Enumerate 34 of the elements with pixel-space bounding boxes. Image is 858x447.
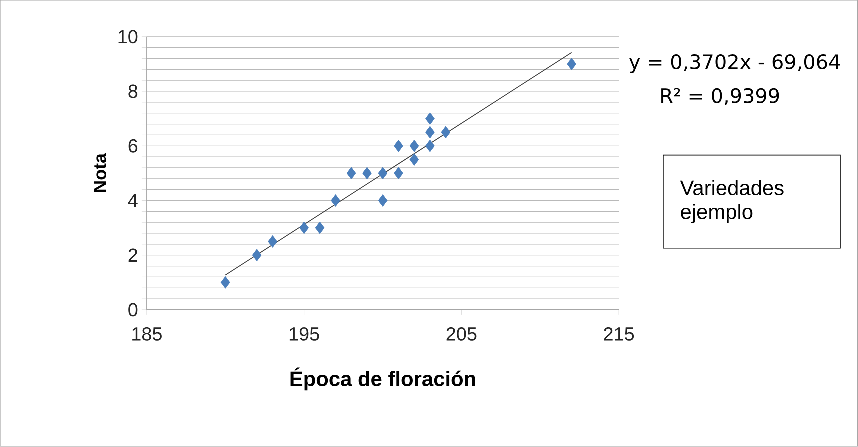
point: [410, 154, 420, 166]
y-axis-title: Nota: [94, 153, 107, 192]
x-tick-label: 195: [290, 328, 320, 341]
point: [362, 167, 372, 180]
point: [441, 126, 451, 139]
text: y = 0,3702x - 69,064: [630, 54, 840, 74]
y-tick-label: 2: [128, 248, 138, 262]
point: [346, 167, 356, 180]
x-tick-label: 205: [446, 328, 477, 341]
point: [567, 58, 577, 70]
point: [394, 140, 404, 152]
x-axis-title: Época de floración: [290, 368, 476, 391]
point: [410, 140, 420, 152]
point: [300, 222, 310, 234]
point: [220, 276, 230, 289]
point: [331, 194, 340, 207]
text: Variedades ejemplo: [680, 180, 784, 224]
x-tick-label: 185: [132, 328, 162, 341]
point: [426, 140, 435, 152]
text: R² = 0,9399: [662, 88, 780, 106]
y-tick-label: 4: [128, 194, 138, 208]
point: [268, 236, 278, 248]
y-tick-label: 10: [118, 30, 138, 44]
point: [426, 126, 435, 139]
point: [378, 194, 388, 207]
y-tick-label: 6: [128, 139, 138, 153]
point: [394, 167, 404, 180]
point: [426, 112, 435, 126]
point: [315, 222, 325, 234]
y-tick-label: 8: [128, 84, 138, 98]
point: [252, 249, 262, 262]
point: [378, 167, 388, 180]
x-tick-label: 215: [604, 328, 634, 341]
y-tick-label: 0: [128, 303, 138, 317]
